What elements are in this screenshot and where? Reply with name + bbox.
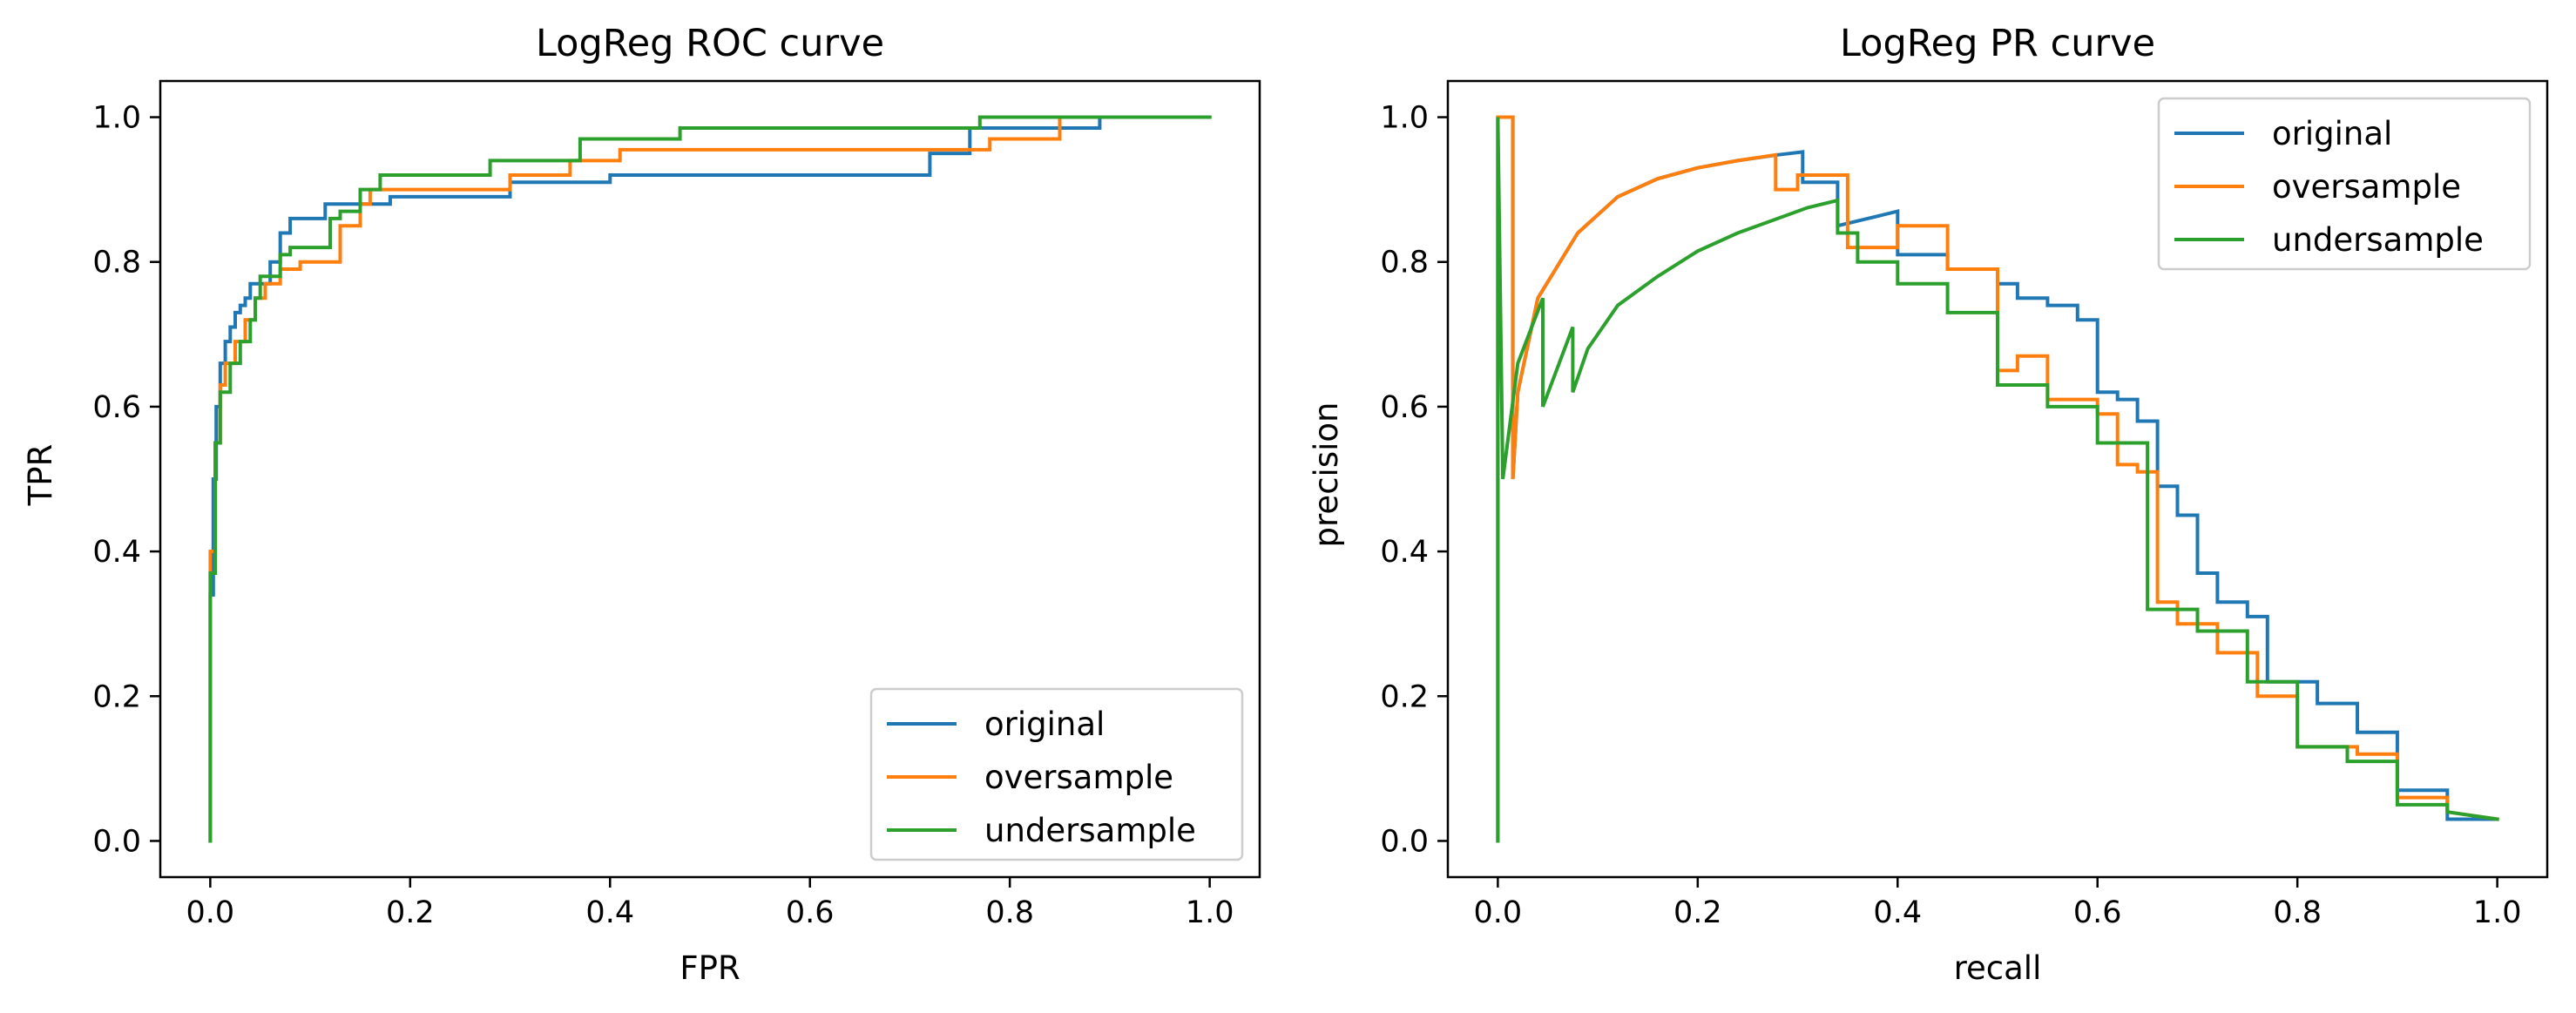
pr-legend-label-original: original — [2272, 115, 2392, 152]
pr-legend-label-oversample: oversample — [2272, 168, 2461, 206]
pr-title: LogReg PR curve — [1840, 22, 2155, 65]
roc-title: LogReg ROC curve — [536, 22, 884, 65]
roc-ticks: 0.0 0.2 0.4 0.6 0.8 1.0 0.0 0.2 0.4 0.6 0.8 1.0 — [92, 101, 1234, 930]
roc-legend-label-original: original — [984, 706, 1105, 743]
roc-ytick-label: 0.0 — [92, 824, 141, 859]
roc-legend-label-undersample: undersample — [984, 812, 1196, 849]
roc-ylabel: TPR — [22, 444, 59, 507]
pr-ticks: 0.0 0.2 0.4 0.6 0.8 1.0 0.0 0.2 0.4 0.6 0.8 1.0 — [1380, 101, 2521, 930]
pr-legend-frame — [2157, 97, 2532, 271]
roc-series-undersample — [208, 115, 1212, 843]
roc-legend-label-oversample: oversample — [984, 759, 1173, 796]
roc-chart: LogReg ROC curve FPR TPR 0.0 0.2 0.4 0.6 0.8… — [22, 22, 1261, 987]
roc-xlabel: FPR — [679, 949, 740, 987]
pr-legend-label-undersample: undersample — [2272, 221, 2484, 259]
roc-xtick-label: 1.0 — [1186, 895, 1234, 930]
pr-ytick-label: 0.8 — [1380, 246, 1429, 280]
roc-legend-frame — [869, 687, 1244, 861]
pr-xtick-label: 0.2 — [1673, 895, 1722, 930]
roc-ytick-label: 0.6 — [92, 390, 141, 425]
pr-ytick-label: 0.6 — [1380, 390, 1429, 425]
roc-series-layer — [208, 115, 1212, 843]
roc-ytick-label: 0.4 — [92, 535, 141, 570]
pr-xtick-label: 0.0 — [1474, 895, 1523, 930]
roc-ytick-label: 0.2 — [92, 679, 141, 714]
pr-series-undersample — [1496, 117, 2499, 843]
pr-legend: original oversample undersample — [2157, 97, 2532, 271]
roc-xtick-label: 0.6 — [786, 895, 835, 930]
pr-xlabel: recall — [1954, 949, 2042, 987]
roc-plot-frame — [159, 79, 1261, 879]
roc-series-oversample — [208, 115, 1212, 843]
pr-series-oversample — [1496, 115, 2499, 843]
roc-ytick-label: 0.8 — [92, 246, 141, 280]
pr-xtick-label: 0.4 — [1873, 895, 1922, 930]
pr-plot-frame — [1446, 79, 2549, 879]
roc-xtick-label: 0.2 — [386, 895, 435, 930]
pr-xtick-label: 0.8 — [2273, 895, 2322, 930]
pr-chart: LogReg PR curve recall precision 0.0 0.2 0… — [1308, 22, 2549, 987]
pr-xtick-label: 1.0 — [2473, 895, 2522, 930]
pr-ytick-label: 1.0 — [1380, 101, 1429, 136]
roc-xtick-label: 0.0 — [186, 895, 235, 930]
roc-xtick-label: 0.8 — [985, 895, 1034, 930]
pr-series-layer — [1496, 115, 2499, 843]
roc-ytick-label: 1.0 — [92, 101, 141, 136]
pr-ylabel: precision — [1308, 402, 1345, 548]
pr-ytick-label: 0.0 — [1380, 824, 1429, 859]
roc-xtick-label: 0.4 — [585, 895, 634, 930]
pr-ytick-label: 0.2 — [1380, 679, 1429, 714]
pr-ytick-label: 0.4 — [1380, 535, 1429, 570]
roc-legend: original oversample undersample — [869, 687, 1244, 861]
pr-xtick-label: 0.6 — [2073, 895, 2122, 930]
